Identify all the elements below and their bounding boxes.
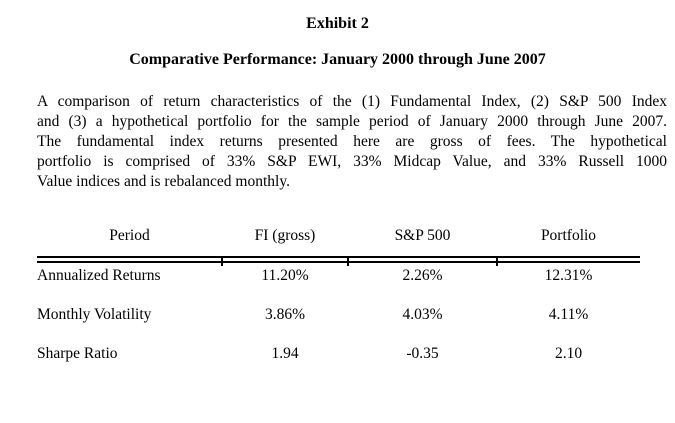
table-row-annualized-returns: Annualized Returns 11.20% 2.26% 12.31% (37, 263, 640, 302)
table-row-monthly-volatility: Monthly Volatility 3.86% 4.03% 4.11% (37, 302, 640, 341)
cell-sharpe-portfolio: 2.10 (554, 345, 583, 362)
cell-sharpe-sp500: -0.35 (406, 345, 439, 362)
description-line-5: Value indices and is rebalanced monthly. (37, 173, 290, 190)
column-header-sp500: S&P 500 (394, 227, 451, 244)
cell-volatility-sp500: 4.03% (402, 306, 443, 323)
column-boundary-tick-3 (496, 257, 498, 266)
header-divider-double-rule (37, 256, 640, 266)
exhibit-label: Exhibit 2 (306, 15, 369, 32)
exhibit-title: Comparative Performance: January 2000 th… (129, 51, 546, 68)
cell-annualized-portfolio: 12.31% (544, 267, 593, 284)
row-label-annualized-returns: Annualized Returns (37, 267, 161, 284)
cell-annualized-fi-gross: 11.20% (261, 267, 309, 284)
cell-annualized-sp500: 2.26% (402, 267, 443, 284)
description-line-1: A comparison of return characteristics o… (37, 93, 667, 110)
cell-sharpe-fi-gross: 1.94 (271, 345, 299, 362)
description-line-4: portfolio is comprised of 33% S&P EWI, 3… (37, 153, 667, 170)
description-paragraph: A comparison of return characteristics o… (37, 92, 667, 192)
row-label-monthly-volatility: Monthly Volatility (37, 306, 152, 323)
row-label-sharpe-ratio: Sharpe Ratio (37, 345, 118, 362)
cell-volatility-fi-gross: 3.86% (264, 306, 306, 323)
table-row-sharpe-ratio: Sharpe Ratio 1.94 -0.35 2.10 (37, 341, 640, 380)
column-header-fi-gross: FI (gross) (254, 227, 316, 244)
column-header-portfolio: Portfolio (540, 227, 597, 244)
cell-volatility-portfolio: 4.11% (548, 306, 589, 323)
description-line-3: The fundamental index returns presented … (37, 133, 667, 150)
description-line-2: and (3) a hypothetical portfolio for the… (37, 113, 667, 130)
table-header-row: Period FI (gross) S&P 500 Portfolio (37, 220, 640, 256)
column-boundary-tick-1 (221, 257, 223, 266)
performance-table: Period FI (gross) S&P 500 Portfolio Annu… (37, 220, 640, 380)
column-boundary-tick-2 (347, 257, 349, 266)
column-header-period: Period (109, 227, 150, 244)
